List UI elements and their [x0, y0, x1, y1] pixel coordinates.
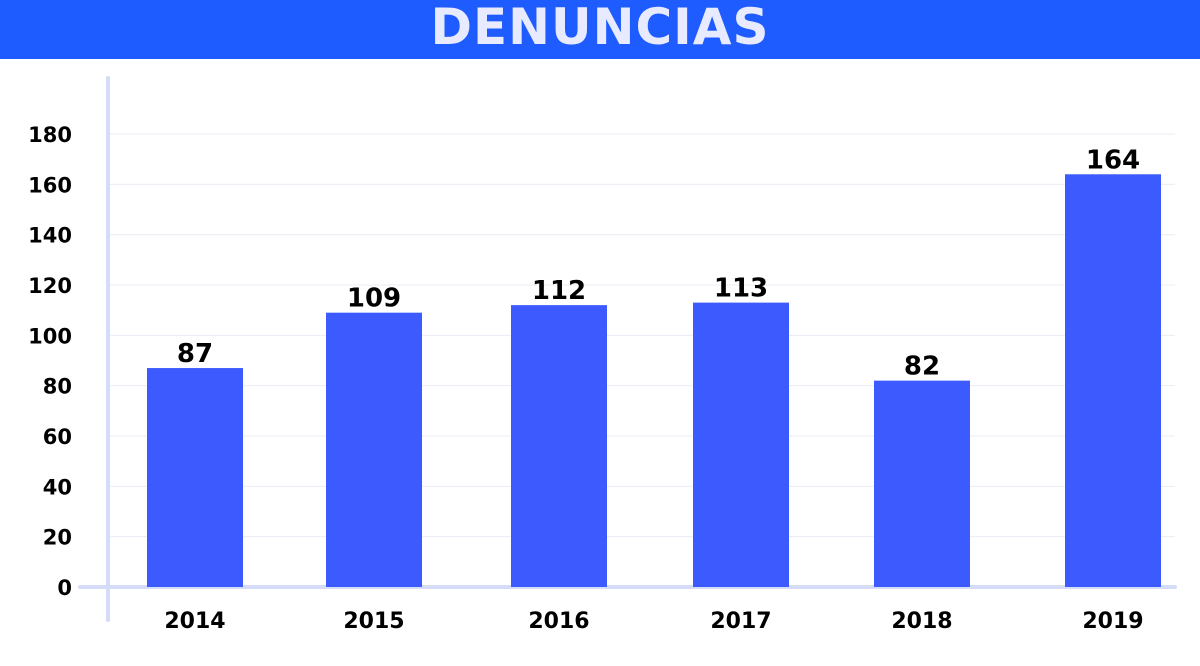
y-tick-label: 180 [28, 123, 72, 147]
y-tick-label: 100 [28, 324, 72, 348]
data-label: 109 [347, 284, 401, 314]
x-tick-label: 2018 [891, 609, 952, 634]
y-tick-label: 80 [43, 375, 72, 399]
bar [511, 305, 607, 587]
y-tick-label: 160 [28, 173, 72, 197]
bar [874, 380, 970, 587]
chart-title: DENUNCIAS [430, 0, 770, 56]
data-label: 87 [177, 339, 213, 369]
data-label: 164 [1086, 145, 1140, 175]
bar [1065, 174, 1161, 587]
bar [326, 312, 422, 587]
y-tick-label: 140 [28, 224, 72, 248]
x-tick-label: 2016 [528, 609, 589, 634]
data-label: 112 [532, 276, 586, 306]
y-tick-label: 20 [43, 526, 72, 550]
bar [147, 368, 243, 587]
y-tick-label: 60 [43, 425, 72, 449]
data-label: 113 [714, 274, 768, 304]
y-tick-label: 0 [57, 576, 72, 600]
data-label: 82 [904, 352, 940, 382]
chart-header: DENUNCIAS [0, 0, 1200, 59]
y-tick-label: 120 [28, 274, 72, 298]
x-tick-label: 2015 [343, 609, 404, 634]
x-tick-label: 2014 [164, 609, 225, 634]
bar [693, 302, 789, 587]
x-tick-label: 2017 [710, 609, 771, 634]
y-tick-label: 40 [43, 475, 72, 499]
x-tick-label: 2019 [1082, 609, 1143, 634]
